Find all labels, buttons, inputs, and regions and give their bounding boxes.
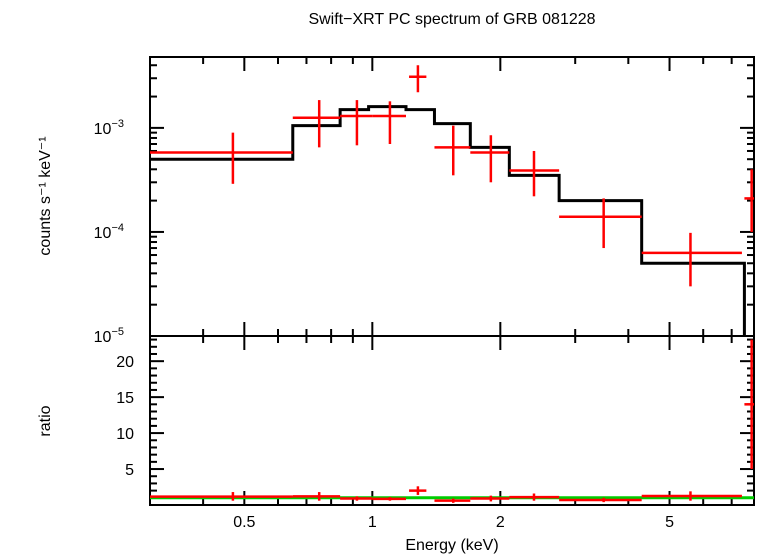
- x-axis-title: Energy (keV): [405, 537, 498, 554]
- y-tick-label-ratio: 10: [116, 426, 134, 443]
- x-tick-labels: 0.5 1 2 5: [233, 514, 674, 531]
- x-tick-label: 5: [665, 514, 674, 531]
- y-tick-label-ratio: 20: [116, 354, 134, 371]
- y-tick-label-spectrum: 10−5: [94, 326, 124, 346]
- x-tick-label: 1: [368, 514, 377, 531]
- chart-title: Swift−XRT PC spectrum of GRB 081228: [308, 11, 595, 28]
- ratio-axis-ticks: [149, 336, 754, 505]
- spectrum-y-tick-labels: 10−3 10−4 10−5: [94, 118, 124, 346]
- spectrum-panel-frame: [149, 56, 755, 337]
- x-tick-label: 2: [496, 514, 505, 531]
- ratio-panel-frame: [149, 335, 755, 506]
- spectrum-panel: 10−3 10−4 10−5 counts s⁻¹ keV⁻¹: [37, 56, 755, 346]
- model-histogram: [150, 105, 746, 336]
- model-step-line: [150, 105, 746, 336]
- spectrum-data-points: [150, 65, 754, 287]
- y-tick-label-ratio: 15: [116, 390, 134, 407]
- spectrum-y-axis-title: counts s⁻¹ keV⁻¹: [37, 136, 54, 255]
- ratio-data-points: [150, 339, 754, 503]
- y-tick-label-ratio: 5: [125, 462, 134, 479]
- ratio-y-axis-title: ratio: [37, 405, 54, 436]
- y-tick-label-spectrum: 10−4: [94, 222, 124, 242]
- ratio-y-tick-labels: 5 10 15 20: [116, 354, 134, 479]
- y-tick-label-spectrum: 10−3: [94, 118, 124, 138]
- spectrum-axis-ticks: [149, 57, 754, 337]
- ratio-panel: 5 10 15 20 ratio: [37, 335, 755, 506]
- x-tick-label: 0.5: [233, 514, 255, 531]
